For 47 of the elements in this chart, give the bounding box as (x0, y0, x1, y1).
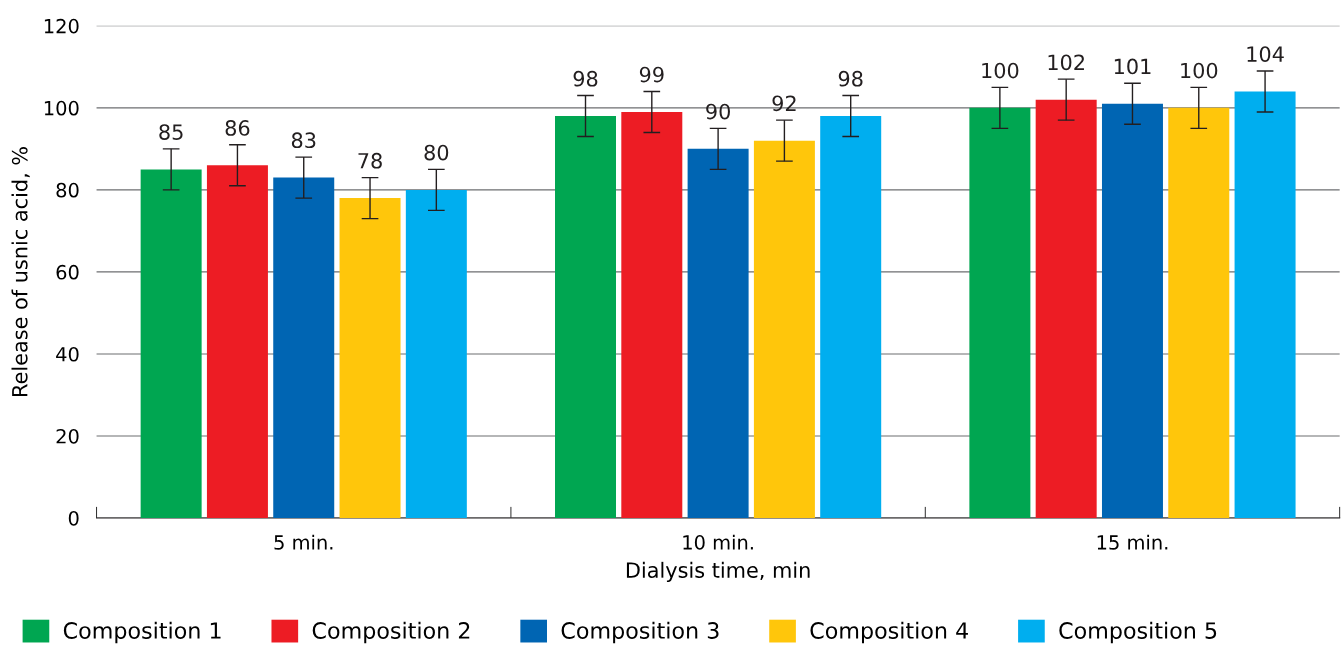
data-label: 100 (982, 62, 1019, 79)
data-label: 78 (358, 152, 382, 169)
bar (753, 140, 815, 519)
bar (969, 107, 1031, 519)
bar (621, 111, 683, 519)
bar (1234, 91, 1296, 519)
data-label: 86 (225, 120, 250, 136)
bar (1101, 103, 1163, 519)
bar (339, 198, 401, 519)
data-label: 80 (424, 144, 449, 161)
bar (140, 169, 202, 519)
legend-label: Composition 2 (312, 621, 470, 644)
x-axis-title: Dialysis time, min (626, 561, 810, 582)
data-label: 100 (1181, 62, 1218, 79)
data-label: 98 (573, 70, 598, 87)
bar (1035, 99, 1097, 519)
y-tick-label: 0 (68, 510, 79, 526)
data-label: 101 (1114, 58, 1151, 75)
y-axis-title: Release of usnic acid, % (11, 147, 30, 396)
data-label: 102 (1048, 54, 1084, 71)
data-label: 98 (838, 70, 863, 87)
legend-label: Composition 5 (1059, 621, 1217, 644)
data-label: 99 (639, 66, 664, 83)
bar (273, 177, 335, 519)
bar (1168, 107, 1230, 519)
data-label: 83 (291, 132, 316, 149)
bar (405, 189, 467, 519)
legend-label: Composition 3 (561, 621, 719, 644)
legend-label: Composition 4 (810, 621, 968, 644)
bar (206, 165, 268, 519)
data-label: 85 (159, 124, 183, 140)
y-tick-label: 80 (56, 182, 79, 198)
bar (555, 116, 616, 519)
x-tick-label: 10 min. (683, 534, 753, 550)
x-tick-label: 5 min. (274, 534, 333, 550)
legend-label: Composition 1 (63, 621, 221, 644)
bar (820, 116, 882, 519)
data-label: 90 (706, 103, 730, 120)
x-tick-label: 15 min. (1097, 534, 1168, 550)
data-label: 104 (1247, 46, 1284, 62)
y-tick-label: 120 (44, 18, 79, 34)
y-tick-label: 40 (56, 346, 79, 362)
bar (687, 148, 749, 519)
y-tick-label: 100 (44, 100, 79, 116)
y-tick-label: 20 (56, 428, 79, 444)
data-label: 92 (772, 95, 796, 112)
y-tick-label: 60 (56, 264, 79, 280)
